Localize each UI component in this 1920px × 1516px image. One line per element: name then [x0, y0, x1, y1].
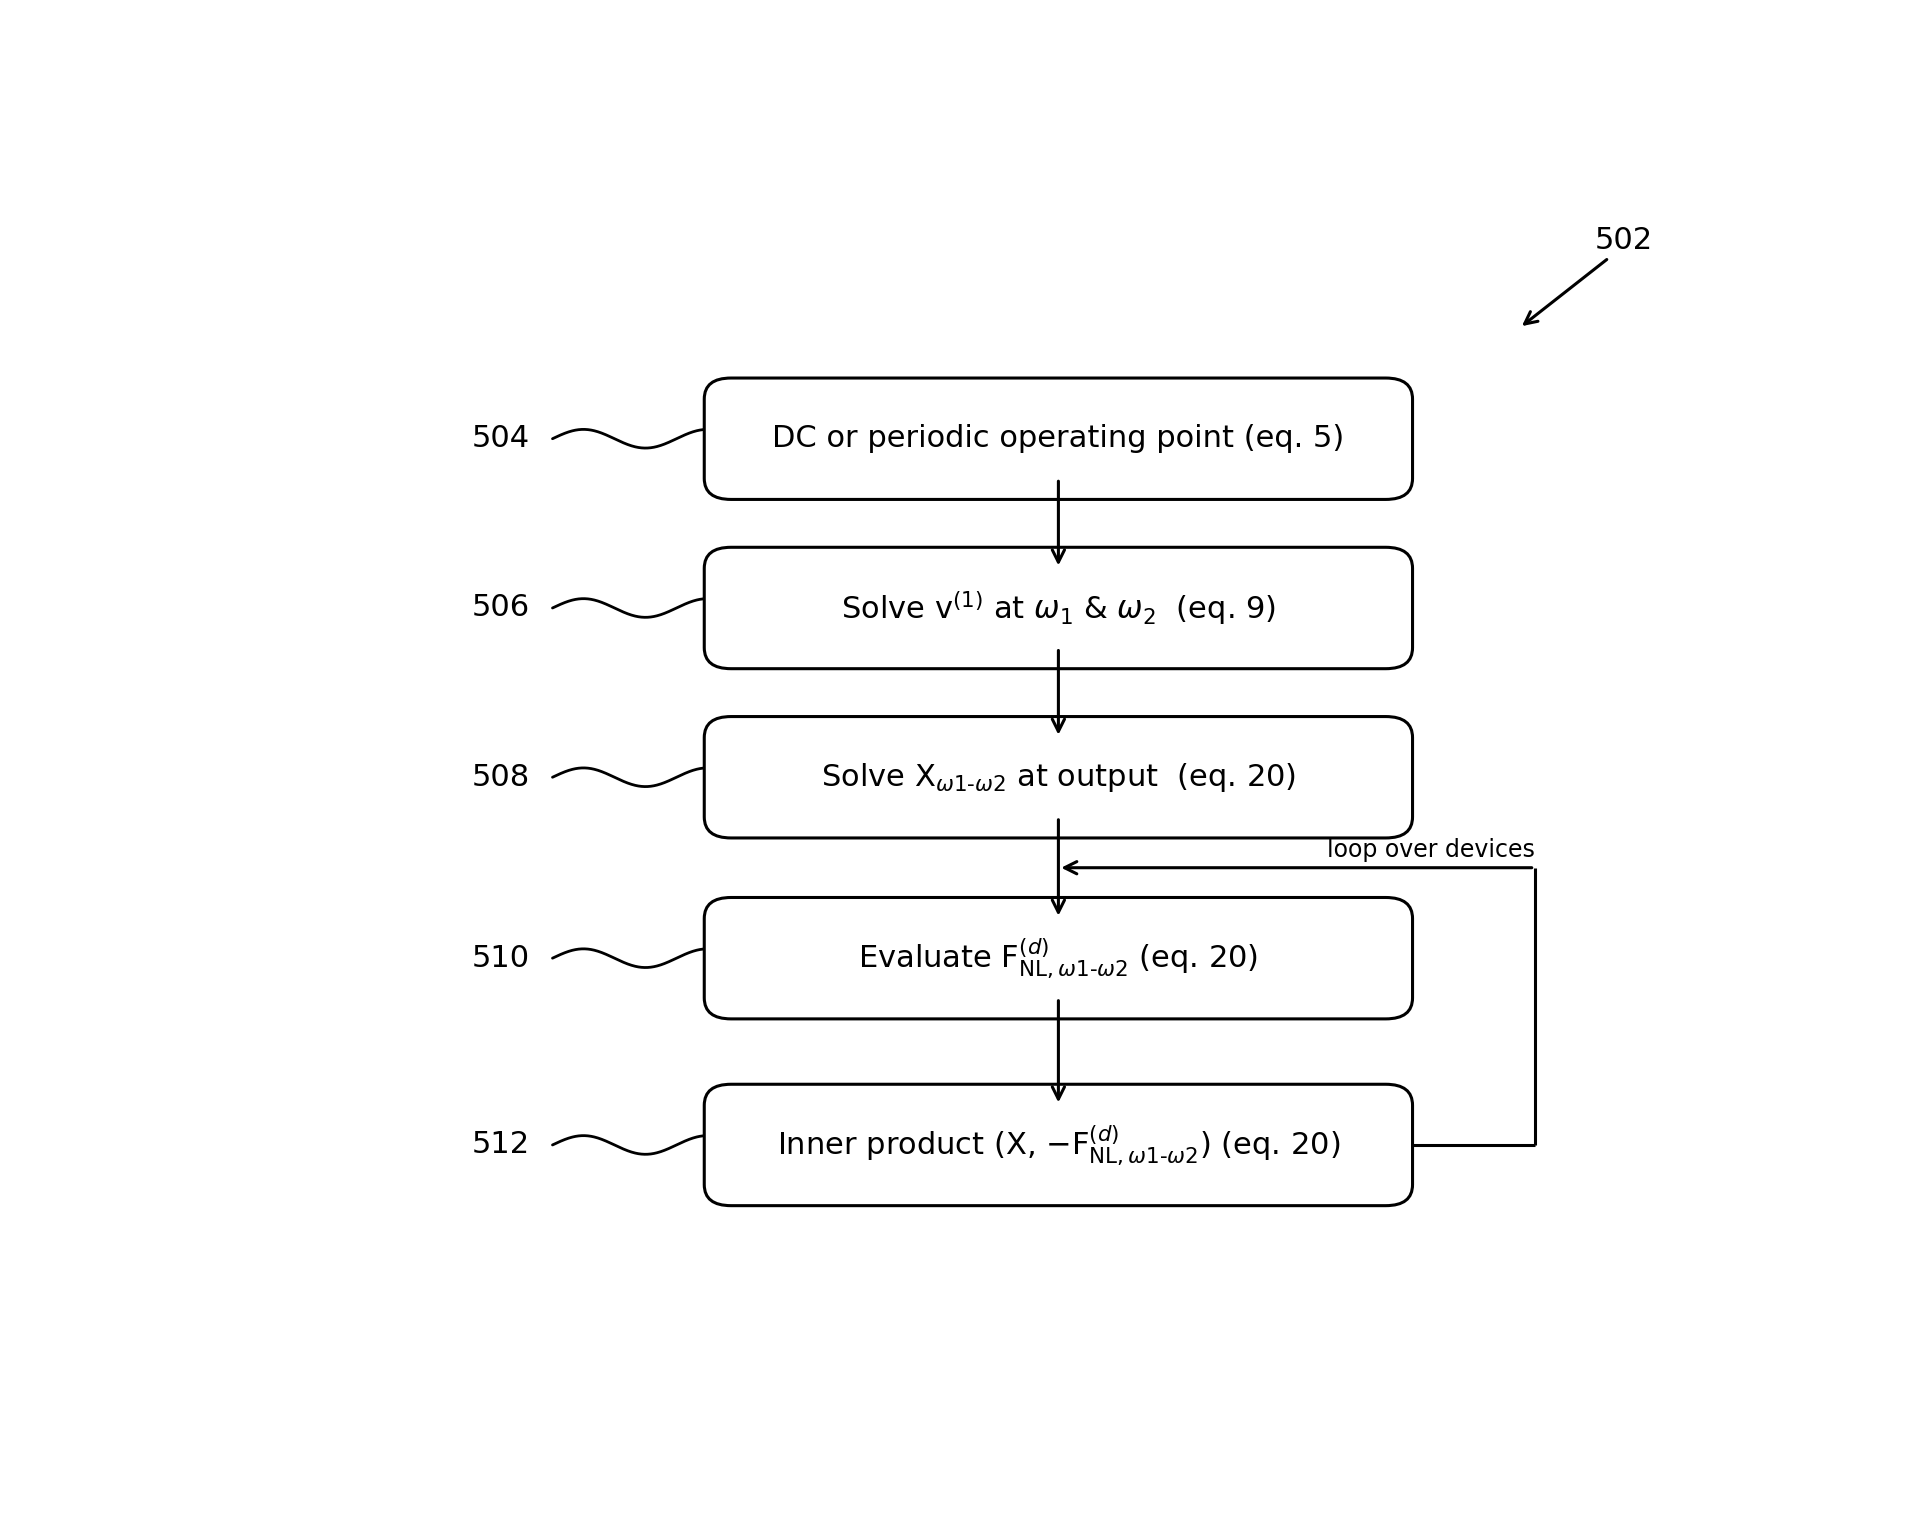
Text: loop over devices: loop over devices — [1327, 838, 1534, 863]
FancyBboxPatch shape — [705, 377, 1413, 499]
Text: DC or periodic operating point (eq. 5): DC or periodic operating point (eq. 5) — [772, 424, 1344, 453]
Text: Inner product (X, $-$F$_{\mathrm{NL},\mathit{\omega}1\text{-}\mathit{\omega}2}^{: Inner product (X, $-$F$_{\mathrm{NL},\ma… — [778, 1123, 1340, 1167]
Text: 502: 502 — [1596, 226, 1653, 255]
Text: Evaluate F$_{\mathrm{NL},\mathit{\omega}1\text{-}\mathit{\omega}2}^{(d)}$ (eq. 2: Evaluate F$_{\mathrm{NL},\mathit{\omega}… — [858, 937, 1258, 979]
FancyBboxPatch shape — [705, 717, 1413, 838]
Text: 510: 510 — [472, 943, 530, 973]
Text: 512: 512 — [472, 1131, 530, 1160]
FancyBboxPatch shape — [705, 897, 1413, 1019]
Text: Solve v$^{(1)}$ at $\mathit{\omega}_1$ & $\mathit{\omega}_2$  (eq. 9): Solve v$^{(1)}$ at $\mathit{\omega}_1$ &… — [841, 590, 1277, 628]
Text: 506: 506 — [472, 593, 530, 623]
FancyBboxPatch shape — [705, 1084, 1413, 1205]
Text: 504: 504 — [472, 424, 530, 453]
FancyBboxPatch shape — [705, 547, 1413, 669]
Text: 508: 508 — [472, 763, 530, 791]
Text: Solve X$_{\mathit{\omega}1\text{-}\mathit{\omega}2}$ at output  (eq. 20): Solve X$_{\mathit{\omega}1\text{-}\mathi… — [822, 761, 1296, 794]
